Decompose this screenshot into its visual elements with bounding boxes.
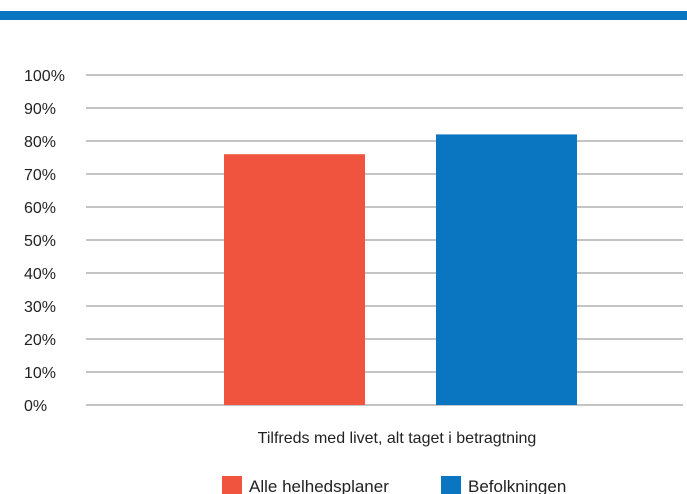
y-tick-label: 10%: [24, 365, 56, 382]
legend-label: Alle helhedsplaner: [249, 477, 389, 494]
y-tick-label: 20%: [24, 332, 56, 349]
y-tick-label: 0%: [24, 398, 47, 415]
legend: Alle helhedsplaner Befolkningen: [222, 476, 566, 494]
y-tick-label: 90%: [24, 101, 56, 118]
bar-alle-helhedsplaner: [224, 154, 365, 405]
y-tick-label: 50%: [24, 233, 56, 250]
gridlines: [86, 74, 683, 406]
legend-label: Befolkningen: [468, 477, 566, 494]
top-accent-bar: [0, 11, 687, 20]
y-tick-label: 40%: [24, 266, 56, 283]
legend-swatch: [441, 476, 461, 494]
category-label: Tilfreds med livet, alt taget i betragtn…: [258, 430, 537, 447]
y-tick-label: 70%: [24, 167, 56, 184]
y-tick-label: 80%: [24, 134, 56, 151]
bars: [224, 134, 577, 405]
y-tick-label: 60%: [24, 200, 56, 217]
bar-befolkningen: [436, 134, 577, 405]
legend-swatch: [222, 476, 242, 494]
y-tick-label: 100%: [24, 68, 65, 85]
y-axis-tick-labels: 0% 10% 20% 30% 40% 50% 60% 70% 80% 90% 100%: [24, 68, 65, 415]
y-tick-label: 30%: [24, 299, 56, 316]
